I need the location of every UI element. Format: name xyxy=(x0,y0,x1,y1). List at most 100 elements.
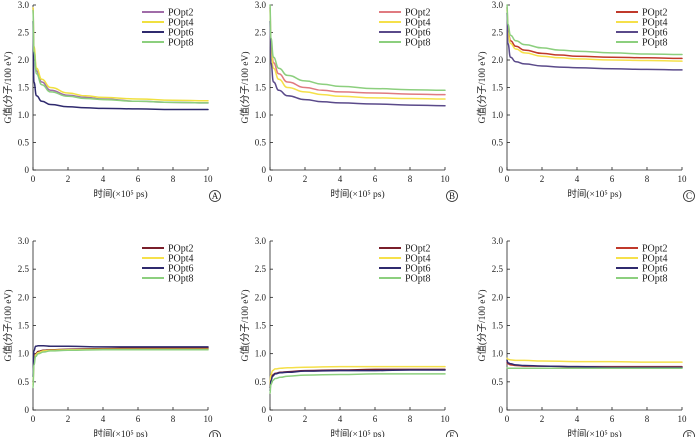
panel-label: F xyxy=(686,431,691,437)
x-tick-label: 8 xyxy=(645,174,650,184)
y-tick-label: 0 xyxy=(262,165,267,175)
legend-label: POpt6 xyxy=(405,264,431,275)
series-line-popt4 xyxy=(506,9,683,62)
x-tick-label: 4 xyxy=(338,174,343,184)
y-tick-label: 0 xyxy=(25,165,30,175)
y-tick-label: 0.5 xyxy=(492,377,504,387)
x-tick-label: 8 xyxy=(171,174,176,184)
y-axis-label: G值(分子/100 eV) xyxy=(476,289,488,361)
y-axis-label: G值(分子/100 eV) xyxy=(2,289,14,361)
x-tick-label: 6 xyxy=(373,414,378,424)
x-tick-label: 4 xyxy=(575,414,580,424)
panel-label-circle xyxy=(683,430,695,437)
y-tick-label: 1.0 xyxy=(492,349,504,359)
y-tick-label: 1.5 xyxy=(492,83,504,93)
y-tick-label: 3.0 xyxy=(18,0,30,10)
legend-label: POpt6 xyxy=(168,28,194,39)
y-tick-label: 1.5 xyxy=(18,321,30,331)
x-tick-label: 6 xyxy=(610,174,615,184)
y-tick-label: 2.0 xyxy=(255,292,267,302)
x-axis-label: 时间(×10⁵ ps) xyxy=(93,188,147,200)
legend-label: POpt8 xyxy=(405,274,431,285)
x-tick-label: 8 xyxy=(408,174,413,184)
x-axis-label: 时间(×10⁵ ps) xyxy=(93,428,147,437)
y-tick-label: 1.0 xyxy=(492,110,504,120)
x-axis-label: 时间(×10⁵ ps) xyxy=(330,428,384,437)
series-line-popt8 xyxy=(269,4,446,92)
x-tick-label: 10 xyxy=(441,414,451,424)
chart-panel-B: 0 0.5 1.0 1.5 2.0 2.5 3.0 0 2 4 6 8 10 时间(×10⁵ ps) G值(… xyxy=(239,0,458,202)
x-axis-label: 时间(×10⁵ ps) xyxy=(567,188,621,200)
legend-label: POpt4 xyxy=(405,254,431,265)
y-axis-label: G值(分子/100 eV) xyxy=(2,51,14,123)
y-tick-label: 3.0 xyxy=(492,0,504,10)
y-tick-label: 1.5 xyxy=(255,321,267,331)
legend-label: POpt6 xyxy=(642,264,668,275)
legend-label: POpt4 xyxy=(642,18,668,29)
series-line-popt6 xyxy=(32,20,209,111)
legend-label: POpt2 xyxy=(405,244,431,255)
y-tick-label: 1.0 xyxy=(18,110,30,120)
x-tick-label: 0 xyxy=(31,414,36,424)
y-tick-label: 3.0 xyxy=(255,236,267,246)
series-line-popt8 xyxy=(506,367,683,370)
series-line-popt6 xyxy=(269,20,446,107)
panel-label-circle xyxy=(209,190,221,202)
chart-panel-F: 0 0.5 1.0 1.5 2.0 2.5 3.0 0 2 4 6 8 10 时间(×10⁵ ps) G值(… xyxy=(476,236,695,437)
y-tick-label: 1.0 xyxy=(255,110,267,120)
series-line-popt4 xyxy=(269,9,446,100)
legend-label: POpt8 xyxy=(405,38,431,49)
chart-panel-D: 0 0.5 1.0 1.5 2.0 2.5 3.0 0 2 4 6 8 10 时间(×10⁵ ps) G值(… xyxy=(2,236,221,437)
x-tick-label: 10 xyxy=(204,414,214,424)
y-tick-label: 3.0 xyxy=(18,236,30,246)
legend-label: POpt2 xyxy=(168,244,194,255)
y-tick-label: 1.5 xyxy=(255,83,267,93)
legend-label: POpt8 xyxy=(642,274,668,285)
y-tick-label: 2.0 xyxy=(492,292,504,302)
x-tick-label: 0 xyxy=(505,174,510,184)
chart-panel-A: 0 0.5 1.0 1.5 2.0 2.5 3.0 0 2 4 6 8 10 时间(×10⁵ ps) G值(… xyxy=(2,0,221,202)
x-tick-label: 10 xyxy=(441,174,451,184)
x-tick-label: 2 xyxy=(66,174,71,184)
y-tick-label: 0.5 xyxy=(18,377,30,387)
panel-label-circle xyxy=(446,430,458,437)
y-tick-label: 0 xyxy=(499,165,504,175)
series-line-popt4 xyxy=(506,357,683,363)
x-tick-label: 0 xyxy=(505,414,510,424)
y-tick-label: 1.5 xyxy=(492,321,504,331)
x-tick-label: 2 xyxy=(303,414,308,424)
y-tick-label: 2.5 xyxy=(255,28,267,38)
x-tick-label: 10 xyxy=(204,174,214,184)
y-tick-label: 0.5 xyxy=(255,377,267,387)
legend-label: POpt2 xyxy=(405,8,431,19)
y-tick-label: 0 xyxy=(499,405,504,415)
y-tick-label: 3.0 xyxy=(255,0,267,10)
panel-label-circle xyxy=(209,430,221,437)
x-tick-label: 10 xyxy=(678,414,688,424)
x-tick-label: 4 xyxy=(101,174,106,184)
legend-label: POpt4 xyxy=(642,254,668,265)
x-tick-label: 4 xyxy=(575,174,580,184)
x-tick-label: 6 xyxy=(136,414,141,424)
x-tick-label: 8 xyxy=(171,414,176,424)
legend-label: POpt4 xyxy=(168,254,194,265)
y-tick-label: 2.0 xyxy=(255,55,267,65)
legend-label: POpt6 xyxy=(168,264,194,275)
legend-label: POpt6 xyxy=(405,28,431,39)
series-line-popt4 xyxy=(269,365,446,386)
panel-label: A xyxy=(212,191,219,201)
x-tick-label: 2 xyxy=(303,174,308,184)
y-tick-label: 2.0 xyxy=(18,292,30,302)
x-tick-label: 6 xyxy=(373,174,378,184)
series-line-popt6 xyxy=(269,369,446,392)
series-line-popt4 xyxy=(32,348,209,386)
legend-label: POpt4 xyxy=(405,18,431,29)
legend-label: POpt8 xyxy=(642,38,668,49)
y-axis-label: G值(分子/100 eV) xyxy=(476,51,488,123)
y-tick-label: 0 xyxy=(262,405,267,415)
panel-label: C xyxy=(686,191,692,201)
panel-label: E xyxy=(449,431,455,437)
legend-label: POpt8 xyxy=(168,274,194,285)
legend-label: POpt8 xyxy=(168,38,194,49)
series-line-popt6 xyxy=(506,12,683,71)
